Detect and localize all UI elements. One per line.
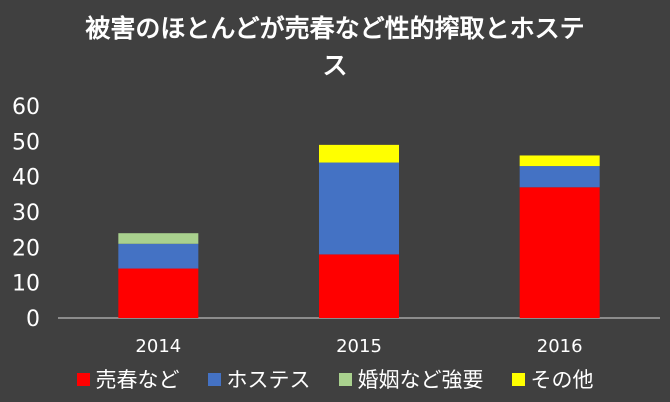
legend-label: 売春など	[95, 368, 180, 392]
legend-swatch	[338, 372, 352, 386]
legend-swatch	[76, 372, 90, 386]
legend-item: 売春など	[76, 364, 180, 394]
x-tick-label: 2014	[135, 336, 181, 357]
y-tick-label: 30	[12, 201, 40, 226]
y-tick-label: 60	[12, 95, 40, 120]
x-tick-label: 2016	[537, 336, 583, 357]
y-tick-label: 50	[12, 130, 40, 155]
y-tick-label: 10	[12, 272, 40, 297]
bar-segment-2016-series-1	[519, 166, 600, 188]
bar-segment-2015-series-0	[319, 254, 399, 318]
bar-segment-2015-series-1	[319, 162, 399, 255]
legend: 売春など ホステス 婚姻など強要 その他	[0, 360, 670, 398]
chart-title: 被害のほとんどが売春など性的搾取とホステス	[85, 14, 585, 80]
x-tick-label: 2015	[336, 336, 382, 357]
legend-item: ホステス	[207, 364, 311, 394]
legend-label: その他	[530, 368, 594, 392]
legend-swatch	[207, 372, 221, 386]
legend-label: ホステス	[226, 368, 311, 392]
y-tick-label: 0	[26, 307, 40, 332]
legend-swatch	[511, 372, 525, 386]
legend-item: その他	[511, 364, 594, 394]
bar-segment-2015-series-3	[319, 144, 399, 163]
legend-item: 婚姻など強要	[338, 364, 484, 394]
bar-segment-2014-series-1	[118, 243, 199, 269]
bar-segment-2016-series-0	[519, 187, 600, 318]
legend-label: 婚姻など強要	[357, 368, 484, 392]
bar-segment-2016-series-3	[519, 155, 600, 167]
bar-segment-2014-series-0	[118, 268, 199, 318]
bar-segment-2014-series-2	[118, 233, 199, 244]
y-tick-label: 20	[12, 236, 40, 261]
y-tick-label: 40	[12, 166, 40, 191]
